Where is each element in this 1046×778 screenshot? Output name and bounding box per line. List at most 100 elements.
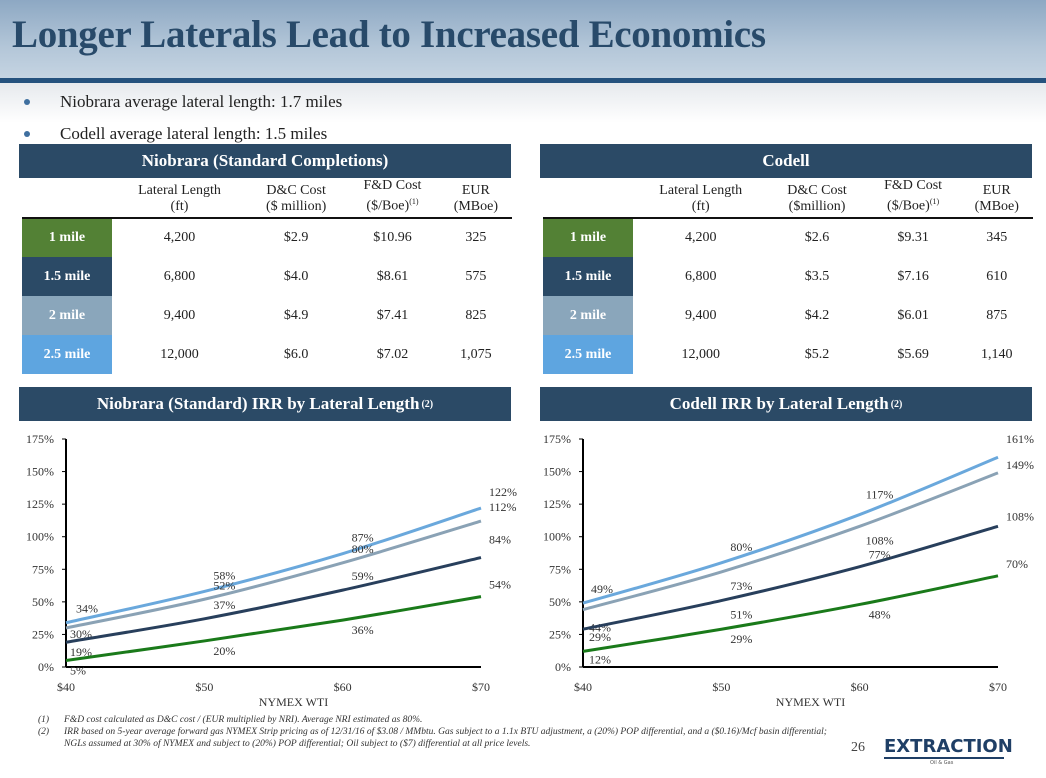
y-tick-label: 75% xyxy=(549,562,571,576)
bullet-text: Niobrara average lateral length: 1.7 mil… xyxy=(60,92,343,111)
table-cell: $4.9 xyxy=(283,307,309,323)
table-cell: $2.9 xyxy=(283,230,309,245)
footnote-ref: (2) xyxy=(890,398,903,410)
column-header: F&D Cost ($/Boe)(1) xyxy=(865,178,961,219)
row-label: 1 mile xyxy=(543,218,633,257)
table-header-row: Lateral Length (ft) D&C Cost ($ million) F&D… xyxy=(22,178,512,219)
data-label: 149% xyxy=(1006,458,1034,472)
data-label: 59% xyxy=(352,569,374,583)
y-tick-label: 75% xyxy=(32,562,54,576)
table-row: 2 mile 9,400 $4.2 $6.01 875 xyxy=(543,296,1033,335)
chart-title-text: Niobrara (Standard) IRR by Lateral Lengt… xyxy=(96,394,420,413)
y-tick-label: 175% xyxy=(26,432,54,446)
data-label: 70% xyxy=(1006,557,1028,571)
bullet-item: Codell average lateral length: 1.5 miles xyxy=(24,118,342,150)
data-label: 58% xyxy=(213,568,235,582)
series-line-2-5-mile xyxy=(65,506,482,625)
page-number: 26 xyxy=(851,740,865,755)
row-label: 2.5 mile xyxy=(22,335,112,374)
header-blank xyxy=(22,178,112,219)
data-label: 52% xyxy=(213,578,235,592)
data-label: 117% xyxy=(866,488,894,502)
y-tick-label: 125% xyxy=(543,497,571,511)
row-label: 1 mile xyxy=(22,218,112,257)
footnote: (1) F&D cost calculated as D&C cost / (EU… xyxy=(38,714,838,726)
x-tick-label: $60 xyxy=(851,680,869,694)
y-tick-label: 0% xyxy=(555,660,571,674)
y-tick-label: 150% xyxy=(543,465,571,479)
table-cell: 9,400 xyxy=(684,307,717,323)
data-label: 20% xyxy=(213,644,235,658)
logo-underline xyxy=(884,757,1004,759)
y-tick-label: 100% xyxy=(543,530,571,544)
data-label: 54% xyxy=(489,578,511,592)
column-header: Lateral Length (ft) xyxy=(112,178,247,219)
table-cell: 575 xyxy=(465,268,487,284)
x-tick-label: $70 xyxy=(989,680,1007,694)
table-cell: 1,140 xyxy=(980,346,1013,362)
row-label: 1.5 mile xyxy=(22,257,112,296)
y-tick-label: 0% xyxy=(38,660,54,674)
series-line-1-mile xyxy=(582,574,999,653)
column-header: D&C Cost ($million) xyxy=(768,178,866,219)
x-tick-label: $70 xyxy=(472,680,490,694)
table-row: 1 mile 4,200 $2.9 $10.96 325 xyxy=(22,218,512,257)
table-row: 2.5 mile 12,000 $5.2 $5.69 1,140 xyxy=(543,335,1033,374)
table-cell: 6,800 xyxy=(684,268,717,284)
y-tick-label: 25% xyxy=(549,627,571,641)
data-label: 29% xyxy=(589,630,611,644)
bullet-dot-icon xyxy=(24,99,30,105)
table-cell: 9,400 xyxy=(163,307,196,323)
x-tick-label: $40 xyxy=(574,680,592,694)
data-label: 161% xyxy=(1006,432,1034,446)
table-cell: 4,200 xyxy=(684,230,717,245)
footnote-number: (2) xyxy=(38,727,50,737)
series-line-2-mile xyxy=(582,471,999,612)
series-line-1-5-mile xyxy=(582,524,999,631)
row-label: 2.5 mile xyxy=(543,335,633,374)
data-label: 5% xyxy=(70,663,86,677)
subheader-gradient xyxy=(0,83,1046,123)
codell-irr-chart-title: Codell IRR by Lateral Length (2) xyxy=(540,387,1032,421)
data-label: 108% xyxy=(866,533,894,547)
page-title: Longer Laterals Lead to Increased Econom… xyxy=(12,13,766,56)
table-row: 2 mile 9,400 $4.9 $7.41 825 xyxy=(22,296,512,335)
table-cell: 12,000 xyxy=(160,346,199,362)
niobrara-economics-table: Lateral Length (ft) D&C Cost ($ million) F&D… xyxy=(22,178,512,374)
y-tick-label: 50% xyxy=(32,595,54,609)
table-title-text: Niobrara (Standard Completions) xyxy=(141,151,389,170)
data-label: 73% xyxy=(730,579,752,593)
niobrara-irr-chart-title: Niobrara (Standard) IRR by Lateral Lengt… xyxy=(19,387,511,421)
table-cell: 1,075 xyxy=(460,346,492,362)
bullet-dot-icon xyxy=(24,131,30,137)
x-axis-label: NYMEX WTI xyxy=(259,695,328,709)
row-label: 2 mile xyxy=(22,296,112,335)
footnote-ref: (2) xyxy=(421,398,434,410)
table-cell: 4,200 xyxy=(163,230,196,245)
row-label: 2 mile xyxy=(543,296,633,335)
y-tick-label: 125% xyxy=(26,497,54,511)
table-cell: $9.31 xyxy=(897,230,929,245)
table-cell: 610 xyxy=(986,268,1008,284)
header-blank xyxy=(543,178,633,219)
footnote-text: IRR based on 5-year average forward gas … xyxy=(64,727,827,749)
table-row: 1.5 mile 6,800 $3.5 $7.16 610 xyxy=(543,257,1033,296)
bullet-text: Codell average lateral length: 1.5 miles xyxy=(60,124,328,143)
header-divider xyxy=(0,78,1046,83)
data-label: 112% xyxy=(489,500,517,514)
series-line-1-mile xyxy=(65,595,482,662)
table-cell: 325 xyxy=(465,230,487,245)
data-label: 48% xyxy=(869,607,891,621)
y-tick-label: 100% xyxy=(26,530,54,544)
x-tick-label: $50 xyxy=(195,680,213,694)
bullet-item: Niobrara average lateral length: 1.7 mil… xyxy=(24,86,342,118)
column-header: EUR (MBoe) xyxy=(960,178,1033,219)
table-row: 1 mile 4,200 $2.6 $9.31 345 xyxy=(543,218,1033,257)
data-label: 84% xyxy=(489,533,511,547)
data-label: 122% xyxy=(489,485,517,499)
table-cell: $4.0 xyxy=(283,268,309,284)
x-axis-label: NYMEX WTI xyxy=(776,695,845,709)
footnotes: (1) F&D cost calculated as D&C cost / (EU… xyxy=(38,714,838,750)
series-line-2-mile xyxy=(65,519,482,630)
data-label: 80% xyxy=(730,540,752,554)
